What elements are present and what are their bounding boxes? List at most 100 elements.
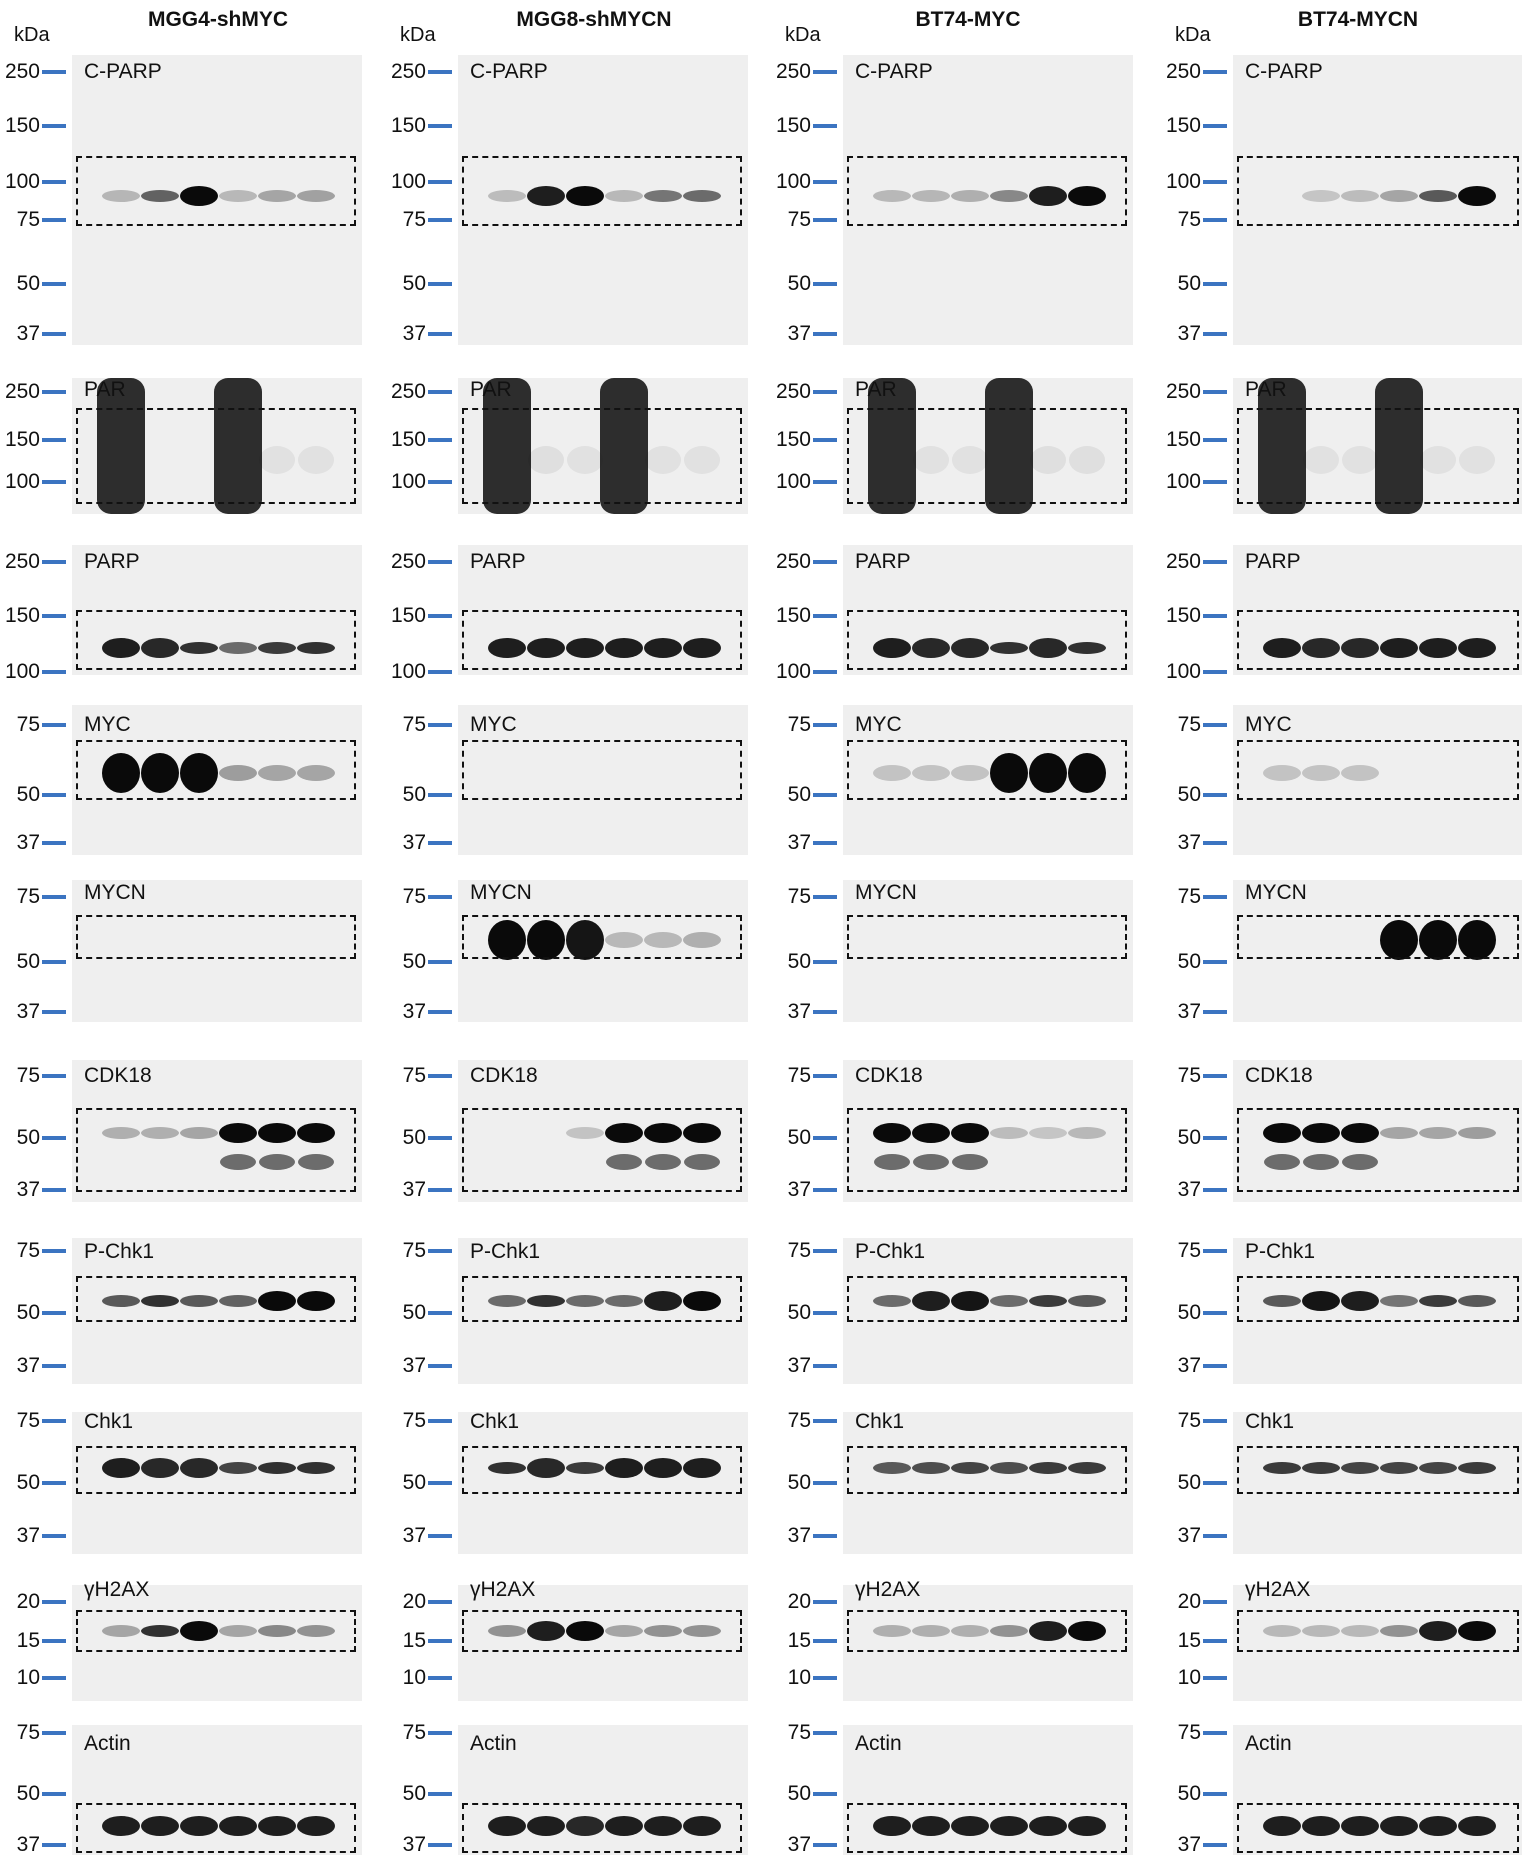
mw-marker-tick — [813, 1074, 837, 1078]
region-of-interest-box — [462, 1803, 742, 1853]
band — [1029, 1295, 1067, 1307]
band — [912, 1123, 950, 1143]
band — [488, 1625, 526, 1637]
mw-marker-tick — [813, 282, 837, 286]
mw-marker-tick — [813, 180, 837, 184]
band — [566, 1621, 604, 1641]
band — [258, 1462, 296, 1474]
band — [298, 446, 334, 474]
band — [605, 1123, 643, 1143]
region-of-interest-box — [1237, 610, 1519, 670]
mw-marker-label: 150 — [390, 114, 426, 137]
mw-marker-tick — [428, 1481, 452, 1485]
mw-marker-label: 250 — [4, 380, 40, 403]
band — [990, 1295, 1028, 1307]
band — [483, 378, 531, 514]
mw-marker-label: 50 — [787, 1126, 811, 1149]
mw-marker-tick — [428, 895, 452, 899]
mw-marker-label: 75 — [16, 885, 40, 908]
band — [1029, 638, 1067, 658]
band — [258, 1625, 296, 1637]
blot-bands — [102, 753, 335, 793]
mw-marker-label: 100 — [4, 470, 40, 493]
region-of-interest-box — [847, 1803, 1127, 1853]
mw-marker-label: 37 — [787, 1000, 811, 1023]
blot-panel — [72, 55, 362, 345]
band — [1419, 638, 1457, 658]
band — [1263, 765, 1301, 781]
mw-marker-tick — [42, 1074, 66, 1078]
column-title: MGG8-shMYCN — [516, 8, 672, 31]
band — [1419, 1816, 1457, 1836]
mw-marker-tick — [813, 1600, 837, 1604]
antibody-label: Actin — [1245, 1732, 1292, 1755]
band — [644, 1123, 682, 1143]
mw-marker-tick — [428, 332, 452, 336]
band — [683, 1458, 721, 1478]
mw-marker-label: 50 — [1177, 783, 1201, 806]
mw-marker-tick — [1203, 438, 1227, 442]
mw-marker-tick — [813, 218, 837, 222]
band — [180, 1621, 218, 1641]
mw-marker-tick — [813, 1419, 837, 1423]
blot-bands — [102, 1458, 335, 1478]
band — [219, 1123, 257, 1143]
region-of-interest-box — [462, 1446, 742, 1494]
band — [297, 1291, 335, 1311]
band — [1302, 638, 1340, 658]
band — [873, 1123, 911, 1143]
mw-marker-label: 250 — [1165, 380, 1201, 403]
mw-marker-label: 75 — [16, 1721, 40, 1744]
mw-marker-tick — [813, 960, 837, 964]
band — [219, 1462, 257, 1474]
mw-marker-tick — [42, 1481, 66, 1485]
mw-marker-tick — [428, 124, 452, 128]
band — [527, 1458, 565, 1478]
mw-marker-label: 75 — [1177, 1239, 1201, 1262]
blot-bands — [1263, 765, 1379, 781]
mw-marker-label: 250 — [775, 60, 811, 83]
blot-bands — [102, 1621, 335, 1641]
band — [952, 1154, 988, 1170]
region-of-interest-box — [462, 740, 742, 800]
antibody-label: Chk1 — [855, 1410, 905, 1433]
mw-marker-label: 150 — [1165, 114, 1201, 137]
blot-panel — [72, 1725, 362, 1855]
mw-marker-tick — [42, 1136, 66, 1140]
mw-marker-tick — [42, 438, 66, 442]
band — [1420, 446, 1456, 474]
blot-panel — [72, 378, 362, 514]
region-of-interest-box — [1237, 915, 1519, 959]
band — [1341, 1625, 1379, 1637]
band — [951, 1291, 989, 1311]
mw-marker-tick — [813, 332, 837, 336]
blot-bands — [873, 753, 1106, 793]
mw-marker-label: 100 — [1165, 470, 1201, 493]
mw-marker-label: 50 — [16, 1301, 40, 1324]
blot-panel — [1233, 1585, 1522, 1701]
mw-marker-label: 10 — [16, 1666, 40, 1689]
mw-marker-label: 15 — [402, 1629, 426, 1652]
mw-marker-tick — [42, 1364, 66, 1368]
region-of-interest-box — [1237, 740, 1519, 800]
mw-marker-tick — [428, 1188, 452, 1192]
mw-marker-label: 50 — [787, 950, 811, 973]
mw-marker-label: 50 — [787, 783, 811, 806]
mw-marker-label: 75 — [402, 208, 426, 231]
mw-marker-tick — [42, 70, 66, 74]
region-of-interest-box — [76, 1108, 356, 1192]
mw-marker-tick — [1203, 390, 1227, 394]
blot-bands — [873, 1291, 1106, 1311]
mw-marker-tick — [1203, 1843, 1227, 1847]
band — [527, 638, 565, 658]
band — [488, 1816, 526, 1836]
blot-panel — [1233, 1725, 1522, 1855]
mw-marker-tick — [813, 793, 837, 797]
mw-marker-tick — [1203, 960, 1227, 964]
band — [605, 1625, 643, 1637]
band — [180, 1295, 218, 1307]
blot-panel — [458, 880, 748, 1022]
mw-marker-tick — [428, 218, 452, 222]
mw-marker-tick — [428, 1249, 452, 1253]
